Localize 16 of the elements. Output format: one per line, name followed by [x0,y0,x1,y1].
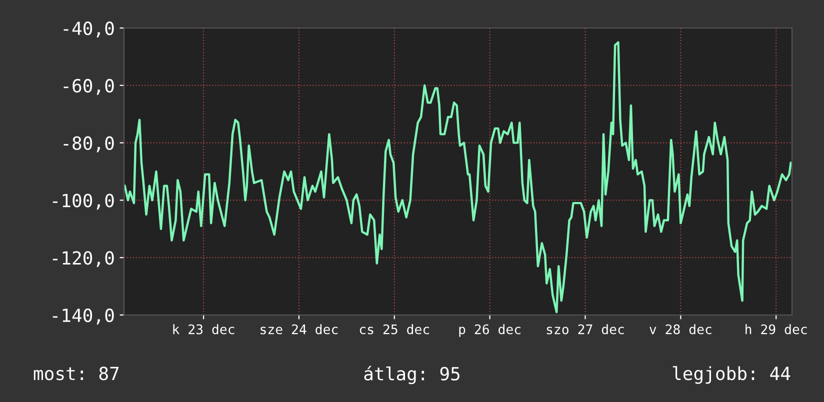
text: legjobb: 44 [672,366,790,384]
y-tick-label: -120,0 [52,251,114,268]
y-tick-label: -60,0 [64,78,114,95]
x-tick-label: szo 27 dec [546,324,624,334]
y-tick-label: -140,0 [52,308,114,324]
y-tick-label: -40,0 [64,22,114,38]
x-tick-label: sze 24 dec [260,324,338,334]
y-tick-label: -80,0 [64,136,114,152]
x-tick-label: v 28 dec [650,324,712,334]
y-tick-label: -100,0 [52,194,114,210]
x-tick-label: p 26 dec [459,324,520,337]
text: most: 87 [34,366,119,380]
x-tick-label: cs 25 dec [360,324,430,334]
text: átlag: 95 [364,366,460,384]
x-tick-label: h 29 dec [746,324,807,334]
x-tick-label: k 23 dec [173,324,234,334]
